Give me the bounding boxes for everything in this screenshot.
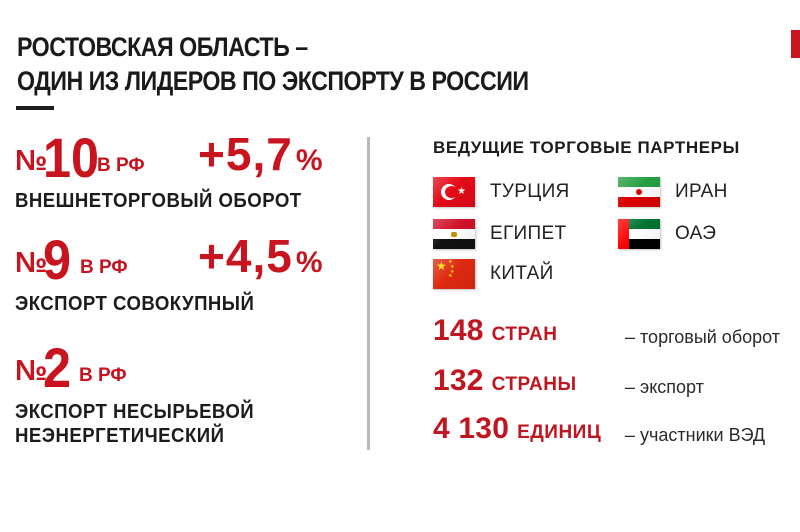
partner-name: ОАЭ [675, 223, 717, 244]
rank-number: 9 [43, 228, 72, 291]
stat-label-line-1: ЭКСПОРТ НЕСЫРЬЕВОЙ [15, 401, 255, 423]
rank-suffix: В РФ [79, 365, 127, 386]
number-sign: № [15, 247, 47, 279]
stat-non-resource-export: № 2 В РФ ЭКСПОРТ НЕСЫРЬЕВОЙ НЕЭНЕРГЕТИЧЕ… [15, 340, 315, 448]
count-fea-participants: 4 130 ЕДИНИЦ – участники ВЭД [433, 412, 800, 450]
rank-number: 2 [43, 336, 72, 399]
partner-name: ИРАН [675, 181, 728, 202]
stat-trade-turnover: № 10 В РФ +5,7% ВНЕШНЕТОРГОВЫЙ ОБОРОТ [15, 126, 324, 213]
growth-value: +4,5% [198, 230, 324, 282]
egypt-flag-icon [433, 219, 475, 249]
turkey-flag-icon: ★ [433, 177, 475, 207]
percent-sign: % [295, 144, 324, 177]
stat-label: ЭКСПОРТ СОВОКУПНЫЙ [15, 293, 255, 315]
count-description: – участники ВЭД [625, 425, 766, 445]
stat-total-export: № 9 В РФ +4,5% ЭКСПОРТ СОВОКУПНЫЙ [15, 228, 323, 316]
title-underline [16, 106, 54, 110]
stat-label-line-2: НЕЭНЕРГЕТИЧЕСКИЙ [15, 425, 225, 447]
rank-number: 10 [43, 126, 100, 189]
brand-corner-mark [791, 30, 800, 58]
count-export-countries: 132 СТРАНЫ – экспорт [433, 364, 800, 402]
growth-value: +5,7% [198, 128, 324, 180]
title-line-1: РОСТОВСКАЯ ОБЛАСТЬ – [17, 32, 308, 62]
count-unit: ЕДИНИЦ [517, 422, 602, 443]
partner-turkey: ★ ТУРЦИЯ [433, 176, 570, 208]
rank-suffix: В РФ [80, 257, 128, 278]
partner-name: ЕГИПЕТ [490, 223, 567, 244]
count-value: 148 СТРАН [433, 314, 558, 347]
partners-title: ВЕДУЩИЕ ТОРГОВЫЕ ПАРТНЕРЫ [433, 138, 740, 157]
number-sign: № [15, 145, 47, 177]
number-sign: № [15, 355, 47, 387]
percent-sign: % [295, 246, 324, 279]
vertical-divider [367, 137, 370, 450]
count-trade-countries: 148 СТРАН – торговый оборот [433, 314, 800, 352]
count-unit: СТРАНЫ [491, 374, 577, 395]
partner-name: КИТАЙ [490, 263, 554, 284]
page-title: РОСТОВСКАЯ ОБЛАСТЬ – ОДИН ИЗ ЛИДЕРОВ ПО … [17, 30, 657, 98]
stat-label: ВНЕШНЕТОРГОВЫЙ ОБОРОТ [15, 190, 302, 212]
iran-flag-icon [618, 177, 660, 207]
partner-name: ТУРЦИЯ [490, 181, 570, 202]
rank-suffix: В РФ [97, 155, 145, 176]
count-value: 4 130 ЕДИНИЦ [433, 412, 602, 445]
partner-iran: ИРАН [618, 176, 728, 208]
title-line-2: ОДИН ИЗ ЛИДЕРОВ ПО ЭКСПОРТУ В РОССИИ [17, 66, 529, 96]
count-unit: СТРАН [491, 324, 558, 345]
count-description: – экспорт [625, 377, 704, 397]
count-value: 132 СТРАНЫ [433, 364, 577, 397]
count-description: – торговый оборот [625, 327, 781, 347]
partner-egypt: ЕГИПЕТ [433, 218, 566, 250]
partner-uae: ОАЭ [618, 218, 716, 250]
uae-flag-icon [618, 219, 660, 249]
partner-china: ★ ★ ★ ★ ★ КИТАЙ [433, 258, 554, 290]
china-flag-icon: ★ ★ ★ ★ ★ [433, 259, 475, 289]
